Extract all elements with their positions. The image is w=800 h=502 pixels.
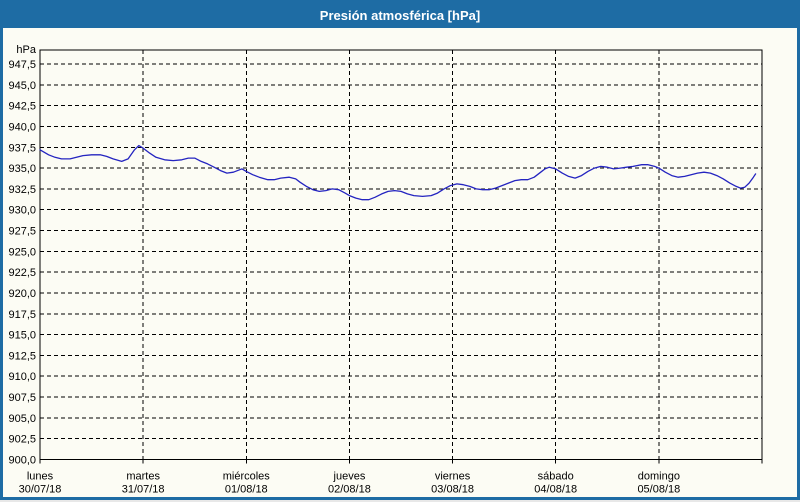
x-day-name-label: miércoles: [223, 471, 271, 483]
x-day-date-label: 31/07/18: [122, 484, 165, 496]
pressure-series-line: [39, 144, 757, 201]
x-day-name-label: lunes: [27, 471, 54, 483]
y-tick-label: 925,0: [8, 246, 36, 258]
y-grid: [40, 63, 762, 440]
x-day-name-label: sábado: [538, 471, 574, 483]
y-tick-label: 932,5: [8, 184, 36, 196]
y-tick-label: 905,0: [8, 413, 36, 425]
x-day-name-label: martes: [126, 471, 160, 483]
y-tick-labels: 947,5 945,0 942,5 940,0 937,5 935,0 932,5 930,0…: [8, 59, 36, 467]
x-day-date-label: 05/08/18: [637, 484, 680, 496]
y-tick-label: 945,0: [8, 80, 36, 92]
y-tick-label: 935,0: [8, 163, 36, 175]
y-tick-label: 937,5: [8, 142, 36, 154]
y-tick-label: 920,0: [8, 288, 36, 300]
x-day-name-label: domingo: [638, 471, 680, 483]
y-tick-label: 922,5: [8, 267, 36, 279]
y-tick-label: 930,0: [8, 205, 36, 217]
x-day-date-label: 04/08/18: [534, 484, 577, 496]
chart-area: 947,5 945,0 942,5 940,0 937,5 935,0 932,5 930,0…: [3, 28, 797, 497]
y-tick-label: 912,5: [8, 350, 36, 362]
x-grid: [39, 50, 763, 464]
x-day-date-label: 30/07/18: [19, 484, 62, 496]
x-day-date-label: 01/08/18: [225, 484, 268, 496]
x-day-name-label: viernes: [435, 471, 471, 483]
y-tick-label: 940,0: [8, 121, 36, 133]
y-tick-label: 915,0: [8, 330, 36, 342]
pressure-line-chart: 947,5 945,0 942,5 940,0 937,5 935,0 932,5 930,0…: [8, 44, 763, 496]
y-tick-label: 902,5: [8, 434, 36, 446]
x-day-date-label: 02/08/18: [328, 484, 371, 496]
y-tick-label: 927,5: [8, 226, 36, 238]
y-tick-label: 907,5: [8, 392, 36, 404]
plot-border: [39, 49, 763, 460]
y-tick-label: 917,5: [8, 309, 36, 321]
window-titlebar: Presión atmosférica [hPa]: [3, 3, 797, 28]
x-day-date-label: 03/08/18: [431, 484, 474, 496]
y-tick-label: 942,5: [8, 101, 36, 113]
y-tick-label: 900,0: [8, 455, 36, 467]
y-axis-unit-label: hPa: [16, 44, 36, 56]
x-day-name-label: jueves: [333, 471, 366, 483]
y-tick-label: 910,0: [8, 371, 36, 383]
window-title: Presión atmosférica [hPa]: [319, 8, 481, 23]
y-tick-label: 947,5: [8, 59, 36, 71]
